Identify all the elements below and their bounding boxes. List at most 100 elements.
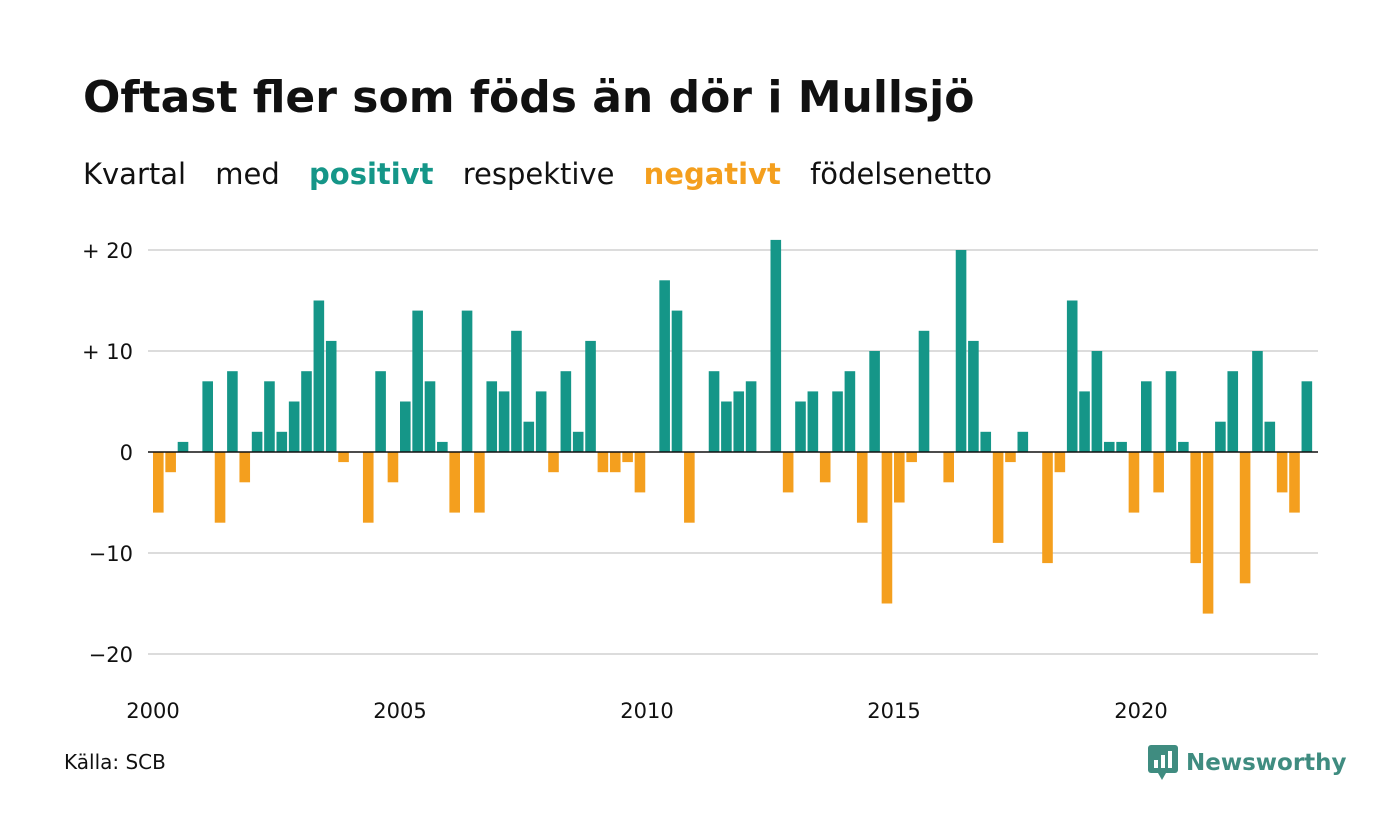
positive-bar [276, 431, 288, 452]
positive-bar [721, 401, 732, 452]
positive-bar [202, 381, 213, 452]
positive-bar [1079, 391, 1090, 452]
positive-bar [301, 371, 312, 452]
negative-bar [362, 452, 374, 523]
positive-bar [770, 239, 782, 452]
negative-bar [906, 452, 917, 463]
negative-bar [548, 452, 559, 473]
positive-bar [535, 391, 547, 452]
positive-bar [869, 351, 880, 452]
positive-bar [412, 310, 423, 452]
positive-bar [1116, 441, 1127, 452]
y-tick-label: 0 [120, 441, 133, 465]
subtitle-negative-label: negativt [643, 157, 781, 191]
negative-bar [894, 452, 905, 503]
positive-bar [1252, 351, 1263, 452]
positive-bar [288, 401, 300, 452]
negative-bar [992, 452, 1004, 543]
negative-bar [153, 452, 164, 513]
positive-bar [1215, 421, 1226, 452]
positive-bar [511, 330, 522, 452]
positive-bar [313, 300, 325, 452]
positive-bar [1301, 381, 1313, 452]
negative-bar [1239, 452, 1251, 584]
positive-bar [1227, 371, 1239, 452]
positive-bar [1165, 371, 1177, 452]
positive-bar [1141, 381, 1152, 452]
positive-bar [177, 441, 189, 452]
positive-bar [498, 391, 510, 452]
negative-bar [819, 452, 831, 483]
positive-bar [659, 280, 670, 452]
positive-bar [968, 340, 979, 452]
positive-bar [251, 431, 263, 452]
brand-logo: Newsworthy [1148, 745, 1347, 781]
negative-bar [782, 452, 794, 493]
positive-bar [523, 421, 535, 452]
positive-bar [733, 391, 745, 452]
negative-bar [1202, 452, 1214, 614]
positive-bar [1264, 421, 1276, 452]
positive-bar [400, 401, 411, 452]
negative-bar [239, 452, 251, 483]
x-tick-label: 2020 [1114, 699, 1167, 723]
positive-bar [461, 310, 473, 452]
subtitle-text-4: födelsenetto [810, 157, 992, 191]
positive-bar [844, 371, 856, 452]
positive-bar [955, 250, 967, 452]
negative-bar [214, 452, 226, 523]
chart-title: Oftast fler som föds än dör i Mullsjö [83, 72, 975, 123]
positive-bar [1103, 441, 1115, 452]
negative-bar [1289, 452, 1300, 513]
positive-bar [807, 391, 819, 452]
x-tick-label: 2015 [867, 699, 920, 723]
positive-bar [227, 371, 238, 452]
negative-bar [165, 452, 176, 473]
positive-bar [424, 381, 436, 452]
negative-bar [387, 452, 399, 483]
positive-bar [264, 381, 275, 452]
negative-bar [1190, 452, 1201, 564]
y-tick-label: + 20 [82, 239, 133, 263]
positive-bar [325, 340, 337, 452]
negative-bar [474, 452, 485, 513]
chart-subtitle: Kvartal med positivt respektive negativt… [83, 157, 1012, 191]
negative-bar [1054, 452, 1066, 473]
positive-bar [1066, 300, 1078, 452]
subtitle-text-3: respektive [462, 157, 615, 191]
negative-bar [622, 452, 633, 463]
negative-bar [1276, 452, 1288, 493]
y-tick-label: + 10 [82, 340, 133, 364]
positive-bar [585, 340, 596, 452]
positive-bar [572, 431, 584, 452]
positive-bar [980, 431, 992, 452]
x-tick-label: 2005 [373, 699, 426, 723]
subtitle-text-1: Kvartal [83, 157, 187, 191]
negative-bar [1128, 452, 1140, 513]
x-tick-label: 2010 [620, 699, 673, 723]
negative-bar [338, 452, 349, 463]
subtitle-text-2: med [215, 157, 280, 191]
positive-bar [375, 371, 386, 452]
negative-bar [1005, 452, 1016, 463]
positive-bar [671, 310, 683, 452]
newsworthy-logo-icon [1148, 745, 1178, 780]
negative-bar [881, 452, 893, 604]
positive-bar [832, 391, 843, 452]
positive-bar [560, 371, 572, 452]
positive-bar [437, 441, 448, 452]
y-tick-label: −20 [89, 643, 133, 667]
brand-name: Newsworthy [1186, 750, 1347, 776]
y-tick-label: −10 [89, 542, 133, 566]
positive-bar [708, 371, 720, 452]
negative-bar [684, 452, 695, 523]
positive-bar [1091, 351, 1103, 452]
positive-bar [745, 381, 757, 452]
positive-bar [486, 381, 498, 452]
positive-bar [1178, 441, 1189, 452]
negative-bar [609, 452, 621, 473]
negative-bar [597, 452, 609, 473]
negative-bar [943, 452, 954, 483]
negative-bar [1042, 452, 1053, 564]
